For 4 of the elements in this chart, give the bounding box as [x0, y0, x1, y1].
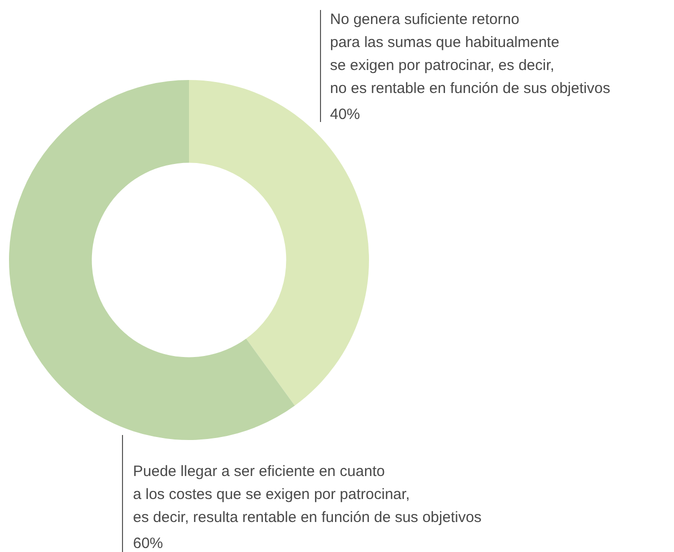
- slice-label: No genera suficiente retorno para las sumas que habitualmente se exigen por patrocinar, es decir, no es rentable en función de sus objetivos: [330, 11, 610, 97]
- data-label: 40%: [330, 106, 360, 123]
- data-label: 60%: [133, 535, 164, 552]
- slice-label: Puede llegar a ser eficiente en cuanto a los costes que se exigen por patrocinar, es decir, resulta rentable en función de sus objetivos: [133, 463, 482, 526]
